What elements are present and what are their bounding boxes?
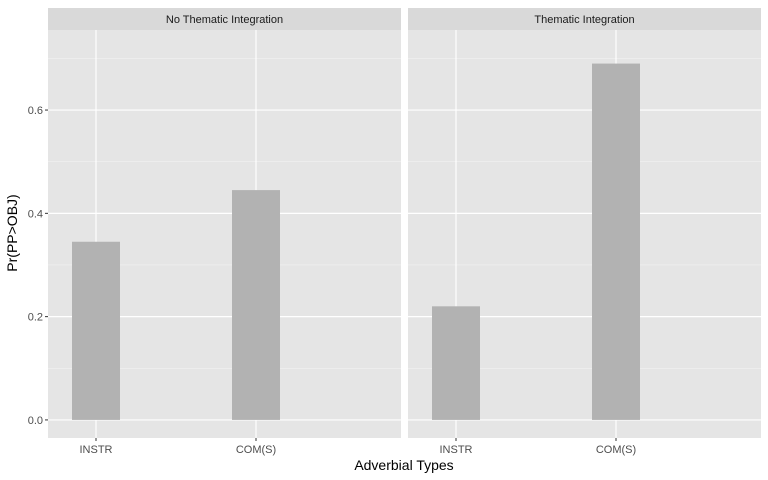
x-tick-label: COM(S)	[596, 444, 636, 456]
x-tick-label: INSTR	[440, 444, 473, 456]
x-axis: INSTR COM(S) INSTR COM(S)	[80, 438, 636, 456]
bar-instr-facet1	[72, 241, 120, 420]
x-tick-label: COM(S)	[236, 444, 276, 456]
facet-strip	[408, 8, 761, 30]
bar-coms-facet1	[232, 190, 280, 420]
bar-instr-facet2	[432, 306, 480, 420]
facet-panel: No Thematic Integration	[48, 8, 401, 438]
facet-panel: Thematic Integration	[408, 8, 761, 438]
y-tick-label: 0.0	[28, 415, 43, 427]
facet-panels: No Thematic Integration Thematic Integrat…	[48, 8, 761, 438]
y-axis: 0.0 0.2 0.4 0.6	[28, 105, 48, 427]
facet-title: No Thematic Integration	[166, 14, 283, 26]
facet-strip	[48, 8, 401, 30]
bar-coms-facet2	[592, 63, 640, 420]
y-axis-title: Pr(PP>OBJ)	[4, 194, 20, 271]
facet-title: Thematic Integration	[534, 14, 634, 26]
y-tick-label: 0.4	[28, 208, 43, 220]
x-tick-label: INSTR	[80, 444, 113, 456]
x-axis-title: Adverbial Types	[354, 457, 453, 473]
y-tick-label: 0.2	[28, 312, 43, 324]
y-tick-label: 0.6	[28, 105, 43, 117]
